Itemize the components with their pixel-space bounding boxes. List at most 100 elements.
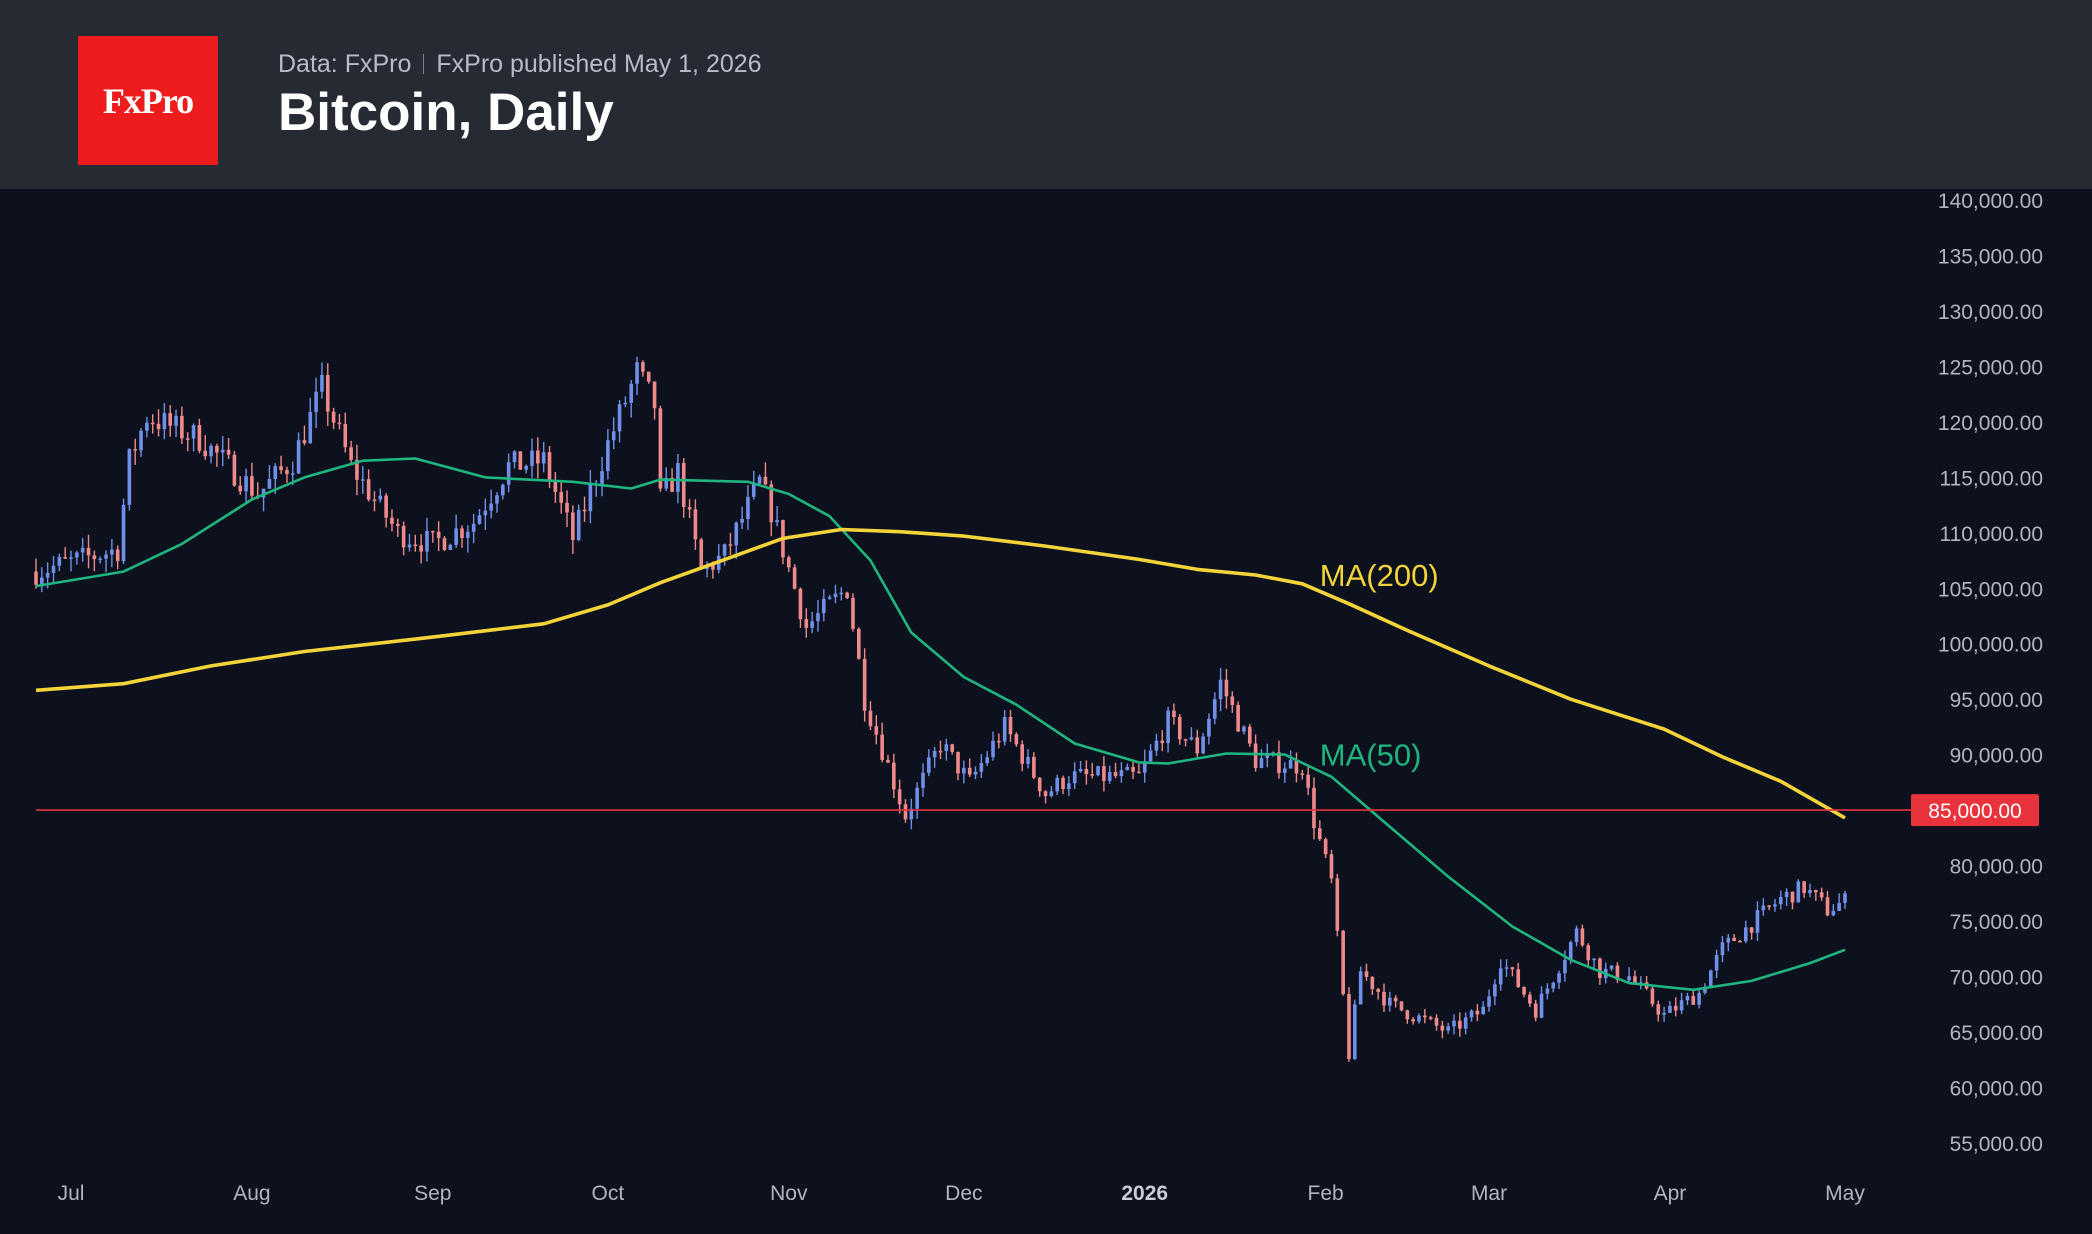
candle-body [711, 564, 715, 570]
x-tick-label: Jul [58, 1182, 85, 1205]
candle-body [1288, 759, 1293, 769]
candle-body [372, 499, 377, 502]
candle-body [448, 544, 453, 550]
candle-body [156, 423, 161, 430]
candle-body [69, 557, 73, 559]
candle-body [1487, 996, 1491, 1007]
candle-body [1773, 904, 1777, 907]
candle-body [862, 658, 867, 711]
candle-body [366, 479, 371, 500]
x-tick-label: Feb [1308, 1182, 1344, 1205]
candle-body [1784, 891, 1789, 898]
candle-body [606, 440, 610, 472]
candle-body [1300, 773, 1305, 775]
y-tick-label: 135,000.00 [1938, 246, 2043, 269]
candle-body [145, 422, 149, 431]
candle-body [1084, 768, 1089, 775]
candle-body [1353, 1004, 1357, 1059]
y-tick-label: 80,000.00 [1950, 856, 2043, 879]
candle-body [629, 383, 634, 403]
candle-body [892, 762, 896, 790]
candle-body [431, 530, 435, 533]
candle-body [308, 411, 313, 444]
candle-body [133, 449, 138, 451]
candle-body [384, 495, 388, 518]
candle-body [1399, 1001, 1404, 1011]
candle-body [1002, 717, 1007, 742]
candle-body [104, 554, 108, 559]
candle-body [506, 462, 511, 485]
candle-body [1096, 766, 1100, 776]
candle-body [833, 593, 838, 598]
candle-body [874, 726, 879, 735]
candle-body [1125, 767, 1130, 771]
candle-body [950, 744, 954, 752]
candle-body [921, 772, 925, 788]
y-tick-label: 140,000.00 [1938, 190, 2043, 213]
y-tick-label: 55,000.00 [1950, 1133, 2043, 1156]
candle-body [1172, 710, 1176, 718]
candle-body [331, 411, 336, 423]
candle-body [1423, 1015, 1427, 1018]
candle-body [127, 449, 132, 505]
candle-body [1615, 965, 1620, 980]
candle-body [57, 557, 62, 566]
y-tick-label: 90,000.00 [1950, 745, 2043, 768]
candle-body [1755, 910, 1760, 933]
candle-body [915, 787, 919, 809]
candle-body [687, 507, 692, 510]
candle-body [1779, 897, 1783, 905]
candle-body [1282, 768, 1287, 773]
candle-body [209, 445, 213, 457]
candle-body [973, 771, 978, 775]
candle-body [1743, 927, 1748, 942]
candle-body [1627, 976, 1631, 981]
candle-body [1014, 734, 1019, 745]
candle-body [63, 557, 67, 559]
candle-body [524, 465, 528, 470]
candle-body [786, 557, 791, 568]
candle-body [419, 545, 423, 552]
candle-body [238, 485, 243, 492]
candle-body [1055, 777, 1060, 792]
candle-body [1061, 777, 1065, 790]
level-layer: 85,000.00 [36, 794, 2039, 827]
y-tick-label: 75,000.00 [1950, 911, 2043, 934]
candle-body [991, 740, 995, 758]
candle-body [197, 425, 202, 451]
candle-body [897, 789, 902, 805]
candle-body [1533, 1003, 1538, 1018]
candle-body [775, 520, 779, 523]
candle-body [232, 454, 237, 486]
candle-body [460, 528, 464, 538]
candle-body [693, 509, 698, 540]
candle-body [180, 415, 184, 439]
candle-body [1697, 992, 1701, 1005]
y-tick-label: 125,000.00 [1938, 356, 2043, 379]
candle-body [1259, 758, 1264, 769]
candle-body [1428, 1017, 1433, 1019]
candle-body [646, 371, 651, 382]
candle-body [320, 375, 324, 392]
candle-body [436, 531, 441, 539]
candle-body [1393, 997, 1398, 1002]
candle-body [1119, 770, 1124, 777]
candle-body [250, 476, 254, 496]
ma200-line [35, 527, 1846, 820]
candle-body [1166, 710, 1170, 744]
candle-body [1498, 968, 1503, 985]
candle-body [1335, 878, 1340, 931]
candle-body [1043, 791, 1048, 797]
candle-body [1364, 971, 1369, 977]
candle-body [1528, 994, 1532, 1004]
candle-body [804, 619, 809, 628]
candle-body [1411, 1019, 1415, 1022]
annotations-layer: MA(200) MA(50) [1320, 558, 1439, 773]
candle-body [1679, 1000, 1684, 1011]
candle-body [553, 480, 558, 492]
candle-body [1574, 928, 1579, 943]
candle-body [1539, 993, 1544, 1018]
candle-body [1189, 737, 1194, 740]
candle-body [191, 425, 196, 439]
